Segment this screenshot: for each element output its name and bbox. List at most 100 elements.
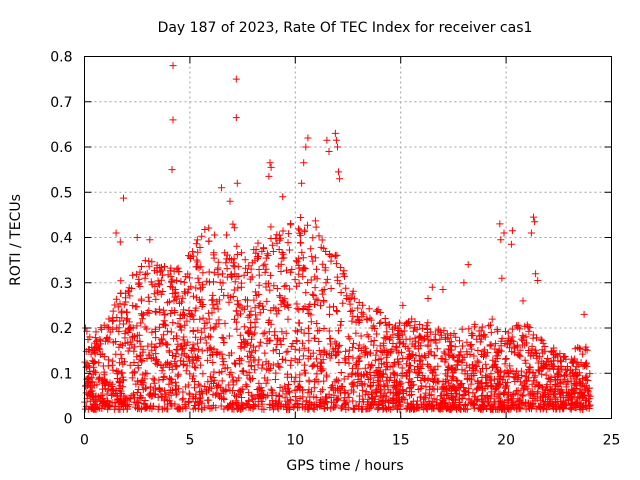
data-point: [302, 397, 310, 405]
data-point: [256, 300, 264, 308]
data-point: [394, 402, 402, 410]
data-point: [179, 294, 187, 302]
data-point: [287, 361, 295, 369]
data-point: [267, 235, 275, 242]
data-point: [174, 292, 182, 300]
data-point: [270, 282, 278, 290]
data-point: [581, 345, 589, 353]
data-point: [190, 345, 198, 353]
data-point: [342, 347, 350, 355]
data-point: [429, 369, 437, 377]
data-point: [317, 351, 325, 359]
data-point: [540, 401, 548, 409]
data-point: [521, 356, 529, 364]
data-point: [299, 254, 307, 262]
data-point: [113, 314, 121, 321]
data-point: [498, 274, 506, 282]
data-point: [197, 285, 205, 293]
data-point: [237, 344, 245, 352]
data-point: [286, 396, 294, 404]
data-point: [257, 386, 265, 394]
tick-labels: 0 5 10 15 20 25 0 0.1 0.2 0.3 0.4 0.5 0.6 0.7 0.8: [50, 50, 620, 449]
data-point: [305, 401, 313, 409]
data-point: [295, 279, 303, 287]
data-point: [212, 349, 220, 357]
data-point: [297, 239, 305, 247]
data-point: [417, 365, 425, 372]
data-point: [219, 279, 227, 287]
data-point: [376, 309, 384, 316]
data-point: [295, 383, 303, 391]
data-point: [268, 241, 276, 249]
data-point: [365, 361, 373, 369]
data-point: [356, 353, 364, 361]
data-point: [221, 319, 229, 327]
data-point: [142, 384, 150, 392]
data-point: [535, 382, 543, 390]
data-point: [104, 403, 112, 411]
data-point: [427, 328, 435, 336]
data-point: [249, 405, 257, 413]
data-point: [126, 344, 134, 352]
data-point: [369, 398, 377, 406]
data-point: [582, 376, 590, 384]
data-point: [277, 260, 285, 268]
data-point: [162, 341, 170, 349]
data-point: [281, 394, 289, 402]
data-point: [176, 322, 184, 330]
data-point: [303, 305, 311, 313]
data-point: [331, 352, 339, 360]
data-point: [435, 405, 443, 413]
data-point: [519, 392, 527, 400]
data-point: [120, 392, 128, 400]
data-point: [118, 399, 126, 407]
data-point: [186, 391, 194, 399]
data-point: [348, 371, 356, 379]
data-point: [305, 346, 313, 354]
data-point: [237, 356, 245, 364]
data-point: [111, 301, 119, 309]
data-point: [255, 253, 262, 261]
data-point: [240, 305, 248, 313]
data-point: [265, 366, 273, 374]
data-point: [449, 401, 456, 409]
data-point: [364, 376, 372, 383]
data-point: [425, 362, 433, 370]
data-point: [241, 256, 249, 264]
data-point: [411, 318, 419, 326]
data-point: [284, 384, 292, 392]
data-point: [423, 331, 431, 339]
data-point: [146, 383, 154, 391]
data-point: [428, 283, 436, 291]
data-point: [263, 250, 271, 258]
data-point: [295, 255, 303, 263]
data-point: [160, 331, 168, 339]
data-point: [344, 372, 352, 380]
data-point: [266, 159, 274, 167]
data-point: [118, 307, 126, 315]
data-point: [315, 338, 323, 345]
data-point: [584, 377, 592, 384]
data-point: [454, 384, 462, 392]
data-point: [365, 305, 373, 313]
data-point: [473, 363, 481, 371]
data-point: [205, 268, 213, 276]
data-point: [564, 396, 572, 404]
data-point: [487, 341, 495, 349]
data-point: [149, 375, 157, 383]
data-point: [137, 295, 145, 303]
data-point: [318, 287, 326, 295]
data-point: [242, 264, 250, 272]
data-point: [391, 360, 399, 368]
data-point: [235, 374, 243, 382]
data-point: [492, 340, 500, 348]
data-point: [265, 360, 272, 368]
data-point: [520, 401, 528, 409]
data-point: [251, 366, 259, 374]
data-point: [470, 404, 478, 412]
data-point: [205, 315, 213, 323]
data-point: [145, 297, 153, 305]
data-point: [209, 291, 217, 299]
data-point: [140, 400, 148, 407]
data-point: [242, 381, 250, 389]
